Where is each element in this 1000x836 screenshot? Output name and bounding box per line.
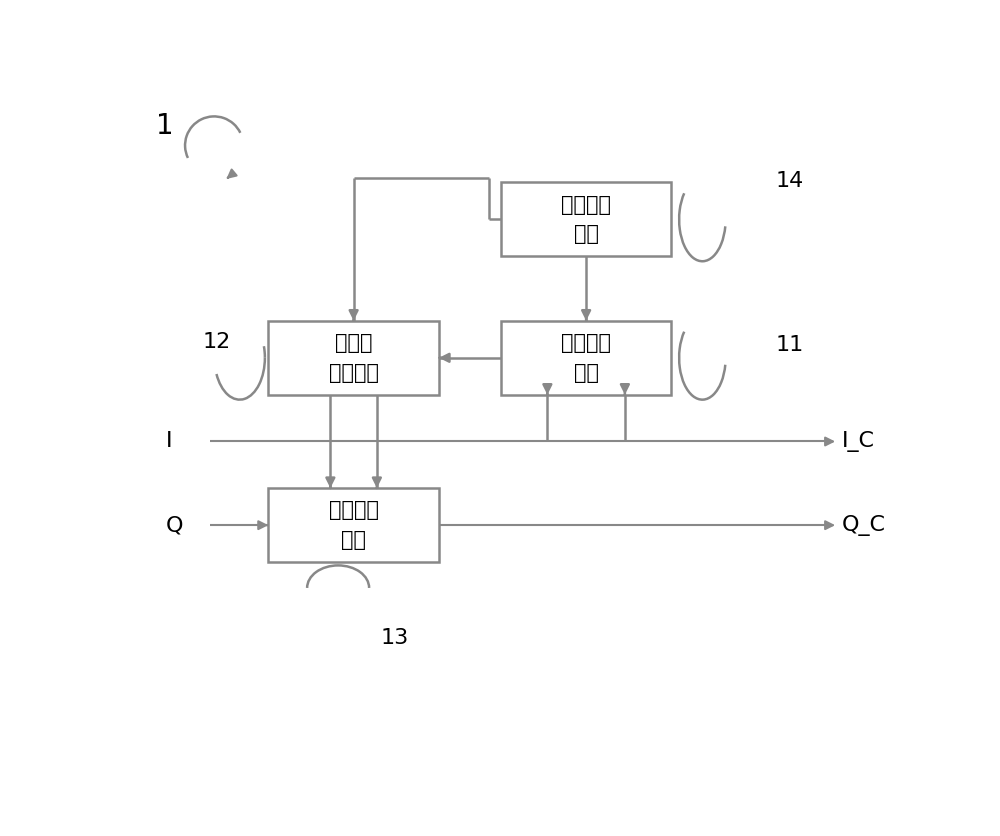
Text: 失配补偿
模块: 失配补偿 模块 [329,501,379,550]
Text: 13: 13 [381,628,409,648]
Text: I_C: I_C [842,431,875,452]
Bar [268,488,439,562]
Text: Q: Q [166,515,184,535]
Text: 14: 14 [776,171,804,191]
Text: 补偿值
更新模块: 补偿值 更新模块 [329,333,379,383]
Bar [268,321,439,395]
Bar [501,182,671,257]
Text: I: I [166,431,173,451]
Text: 失配检测
模块: 失配检测 模块 [561,333,611,383]
Bar [501,321,671,395]
Text: 12: 12 [202,332,231,352]
Text: 11: 11 [776,335,804,355]
Text: 控制逻辑
模块: 控制逻辑 模块 [561,195,611,244]
Text: 1: 1 [156,112,174,140]
Text: Q_C: Q_C [842,515,886,536]
